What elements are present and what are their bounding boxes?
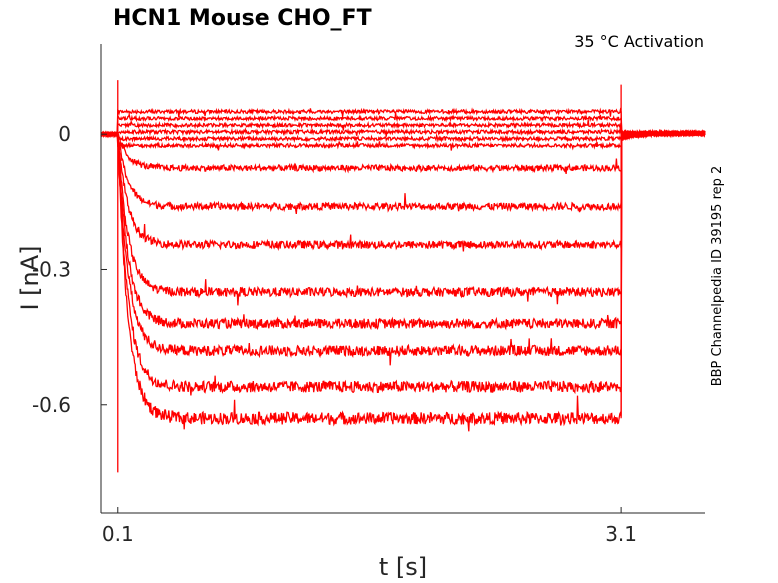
series-line — [100, 107, 706, 138]
series-line — [100, 129, 706, 306]
y-tick-label: -0.3 — [32, 257, 71, 281]
series-line — [100, 127, 706, 138]
chart-title: HCN1 Mouse CHO_FT — [113, 6, 372, 31]
ticks: 0.1 3.1 0 -0.3 -0.6 — [32, 122, 637, 546]
y-tick-label: -0.6 — [32, 393, 71, 417]
y-axis-label: I [nA] — [16, 245, 44, 310]
series-line — [100, 129, 706, 366]
side-label: BBP Channelpedia ID 39195 rep 2 — [710, 166, 725, 387]
series-line — [100, 129, 706, 331]
traces — [100, 80, 706, 473]
series-line — [100, 129, 706, 432]
series-line — [100, 129, 706, 174]
series-line — [100, 129, 706, 252]
series-line — [100, 129, 706, 214]
y-tick-label: 0 — [58, 122, 71, 146]
x-tick-label: 0.1 — [102, 522, 134, 546]
series-line — [100, 129, 706, 151]
x-tick-label: 3.1 — [605, 522, 637, 546]
series-line — [100, 112, 706, 138]
series-line — [100, 129, 706, 396]
series-line — [100, 119, 706, 138]
axes — [100, 44, 705, 514]
series-line — [100, 129, 706, 143]
chart-annotation: 35 °C Activation — [574, 32, 704, 51]
x-axis-label: t [s] — [379, 553, 427, 581]
